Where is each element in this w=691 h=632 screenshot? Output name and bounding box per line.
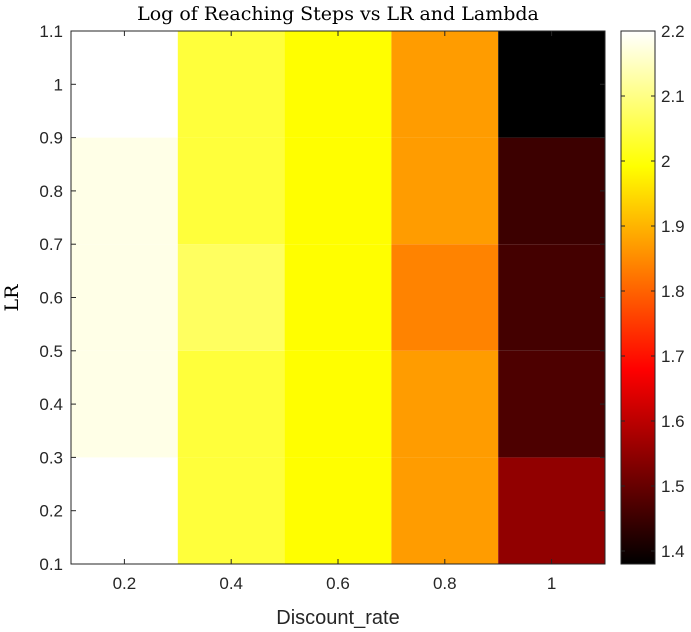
x-tick-label: 1 — [547, 574, 556, 593]
colorbar-tick-label: 1.8 — [661, 282, 685, 301]
heatmap-cell — [391, 350, 499, 458]
heatmap-cell — [391, 137, 499, 245]
y-tick-label: 0.1 — [39, 555, 63, 574]
heatmap-cell — [284, 350, 392, 458]
colorbar — [620, 30, 656, 565]
y-tick-label: 1 — [54, 75, 63, 94]
heatmap-cell — [177, 350, 285, 458]
heatmap-cell — [71, 350, 178, 458]
colorbar-tick-label: 2 — [661, 152, 670, 171]
x-tick-label: 0.2 — [113, 574, 137, 593]
y-tick-label: 0.3 — [39, 448, 63, 467]
y-tick-label: 0.9 — [39, 129, 63, 148]
heatmap-cell — [71, 244, 178, 351]
y-tick-label: 1.1 — [39, 22, 63, 41]
heatmap-cell — [71, 31, 178, 138]
x-tick-label: 0.4 — [219, 574, 243, 593]
heatmap-cell — [284, 31, 392, 138]
y-axis-ticks: 0.1 0.2 0.3 0.4 0.5 0.6 0.7 0.8 0.9 1 1.1 — [39, 22, 605, 574]
heatmap-cell — [498, 244, 605, 351]
chart-title: Log of Reaching Steps vs LR and Lambda — [137, 3, 539, 25]
colorbar-tick-label: 1.7 — [661, 347, 685, 366]
heatmap-cell — [391, 244, 499, 351]
heatmap-cell — [71, 137, 178, 245]
heatmap-cell — [177, 31, 285, 138]
y-tick-label: 0.6 — [39, 289, 63, 308]
colorbar-ticks: 1.4 1.5 1.6 1.7 1.8 1.9 2 2.1 2.2 — [621, 22, 685, 561]
heatmap-cell — [391, 457, 499, 564]
heatmap-cells — [71, 31, 605, 564]
colorbar-tick-label: 2.1 — [661, 87, 685, 106]
x-tick-label: 0.8 — [433, 574, 457, 593]
heatmap-cell — [177, 244, 285, 351]
colorbar-tick-label: 1.5 — [661, 477, 685, 496]
heatmap-cell — [284, 244, 392, 351]
heatmap-cell — [498, 31, 605, 138]
heatmap-cell — [71, 457, 178, 564]
heatmap-cell — [498, 137, 605, 245]
heatmap-cell — [498, 350, 605, 458]
y-tick-label: 0.2 — [39, 502, 63, 521]
y-tick-label: 0.8 — [39, 182, 63, 201]
x-axis-label: Discount_rate — [276, 607, 399, 629]
y-tick-label: 0.4 — [39, 395, 63, 414]
y-axis-label: LR — [1, 284, 23, 312]
colorbar-tick-label: 2.2 — [661, 22, 685, 41]
x-axis-ticks: 0.2 0.4 0.6 0.8 1 — [113, 31, 556, 593]
colorbar-tick-label: 1.9 — [661, 217, 685, 236]
colorbar-tick-label: 1.4 — [661, 542, 685, 561]
heatmap-cell — [391, 31, 499, 138]
colorbar-tick-label: 1.6 — [661, 412, 685, 431]
heatmap-cell — [284, 137, 392, 245]
heatmap-cell — [177, 137, 285, 245]
heatmap-cell — [498, 457, 605, 564]
y-tick-label: 0.7 — [39, 235, 63, 254]
heatmap-cell — [177, 457, 285, 564]
x-tick-label: 0.6 — [326, 574, 350, 593]
y-tick-label: 0.5 — [39, 342, 63, 361]
heatmap-cell — [284, 457, 392, 564]
